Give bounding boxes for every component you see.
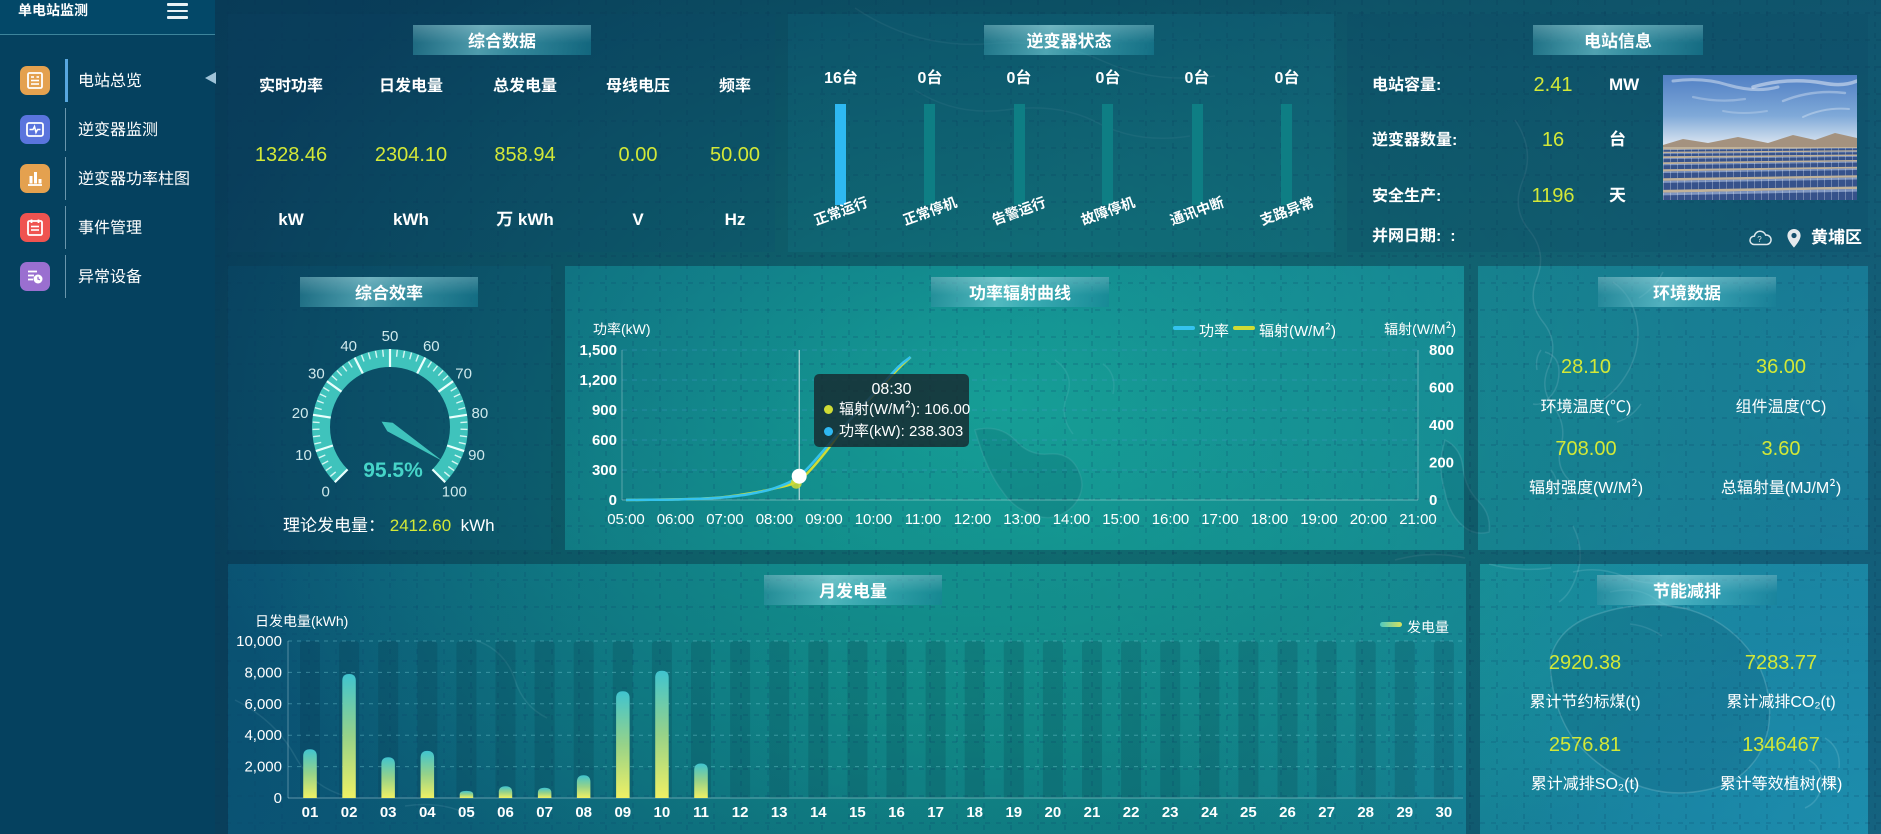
svg-text:40: 40	[340, 335, 357, 356]
svg-text:15: 15	[849, 801, 866, 822]
svg-text:27: 27	[1318, 801, 1335, 822]
svg-text:17:00: 17:00	[1201, 508, 1239, 529]
svg-text:10,000: 10,000	[236, 630, 282, 651]
svg-text:21: 21	[1084, 801, 1101, 822]
svg-text:4,000: 4,000	[244, 724, 282, 745]
svg-text:18:00: 18:00	[1251, 508, 1289, 529]
svg-text:2,000: 2,000	[244, 756, 282, 777]
svg-text:10: 10	[654, 801, 671, 822]
svg-text:15:00: 15:00	[1102, 508, 1140, 529]
svg-text:11: 11	[693, 801, 709, 822]
svg-text:02: 02	[341, 801, 358, 822]
svg-text:14: 14	[810, 801, 827, 822]
svg-text:?: ?	[1757, 234, 1762, 245]
svg-text:80: 80	[472, 402, 489, 423]
svg-text:100: 100	[442, 480, 467, 501]
svg-text:01: 01	[302, 801, 319, 822]
svg-text:23: 23	[1162, 801, 1179, 822]
svg-text:30: 30	[1436, 801, 1453, 822]
svg-text:12:00: 12:00	[954, 508, 992, 529]
svg-text:300: 300	[592, 459, 617, 480]
svg-text:200: 200	[1429, 452, 1454, 473]
svg-text:10: 10	[295, 444, 312, 465]
svg-text:16: 16	[888, 801, 905, 822]
svg-text:12: 12	[732, 801, 749, 822]
svg-text:1,200: 1,200	[579, 369, 617, 390]
svg-text:95.5%: 95.5%	[363, 454, 423, 484]
svg-text:60: 60	[423, 335, 440, 356]
svg-text:19: 19	[1005, 801, 1022, 822]
svg-text:18: 18	[966, 801, 983, 822]
svg-text:26: 26	[1279, 801, 1296, 822]
svg-text:29: 29	[1396, 801, 1413, 822]
svg-text:20: 20	[292, 402, 309, 423]
svg-text:24: 24	[1201, 801, 1218, 822]
svg-text:70: 70	[455, 363, 472, 384]
svg-text:19:00: 19:00	[1300, 508, 1338, 529]
svg-text:17: 17	[927, 801, 944, 822]
svg-text:21:00: 21:00	[1399, 508, 1437, 529]
svg-text:03: 03	[380, 801, 397, 822]
svg-text:0: 0	[609, 489, 617, 510]
svg-text:05:00: 05:00	[607, 508, 645, 529]
svg-text:07: 07	[536, 801, 553, 822]
svg-text:辐射(W/M²): 辐射(W/M²)	[1259, 320, 1336, 341]
svg-text:08: 08	[575, 801, 592, 822]
svg-text:0: 0	[322, 480, 330, 501]
svg-text:20: 20	[1045, 801, 1062, 822]
svg-text:发电量: 发电量	[1407, 617, 1449, 637]
svg-text:90: 90	[468, 444, 485, 465]
svg-text:04: 04	[419, 801, 436, 822]
svg-text:11:00: 11:00	[905, 508, 941, 529]
svg-text:14:00: 14:00	[1053, 508, 1091, 529]
svg-text:09: 09	[614, 801, 631, 822]
svg-text:0: 0	[1429, 489, 1437, 510]
svg-text:25: 25	[1240, 801, 1257, 822]
svg-text:0: 0	[274, 787, 282, 808]
svg-text:功率(kW): 功率(kW)	[593, 319, 651, 339]
svg-text:13: 13	[771, 801, 788, 822]
svg-text:09:00: 09:00	[805, 508, 843, 529]
svg-text:06:00: 06:00	[657, 508, 695, 529]
svg-text:22: 22	[1123, 801, 1140, 822]
svg-text:08:00: 08:00	[756, 508, 794, 529]
svg-text:28: 28	[1357, 801, 1374, 822]
svg-text:600: 600	[1429, 377, 1454, 398]
svg-text:30: 30	[308, 363, 325, 384]
svg-text:600: 600	[592, 429, 617, 450]
svg-text:13:00: 13:00	[1003, 508, 1041, 529]
svg-text:400: 400	[1429, 414, 1454, 435]
svg-text:20:00: 20:00	[1350, 508, 1388, 529]
svg-text:8,000: 8,000	[244, 661, 282, 682]
svg-text:16:00: 16:00	[1152, 508, 1190, 529]
svg-text:10:00: 10:00	[855, 508, 893, 529]
svg-text:辐射(W/M²): 辐射(W/M²)	[1384, 319, 1456, 339]
svg-text:6,000: 6,000	[244, 693, 282, 714]
svg-text:800: 800	[1429, 339, 1454, 360]
svg-text:900: 900	[592, 399, 617, 420]
svg-text:07:00: 07:00	[706, 508, 744, 529]
svg-text:1,500: 1,500	[579, 339, 617, 360]
svg-text:日发电量(kWh): 日发电量(kWh)	[255, 611, 348, 631]
svg-text:功率: 功率	[1199, 320, 1229, 341]
svg-text:50: 50	[382, 325, 399, 346]
svg-text:05: 05	[458, 801, 475, 822]
svg-text:06: 06	[497, 801, 514, 822]
